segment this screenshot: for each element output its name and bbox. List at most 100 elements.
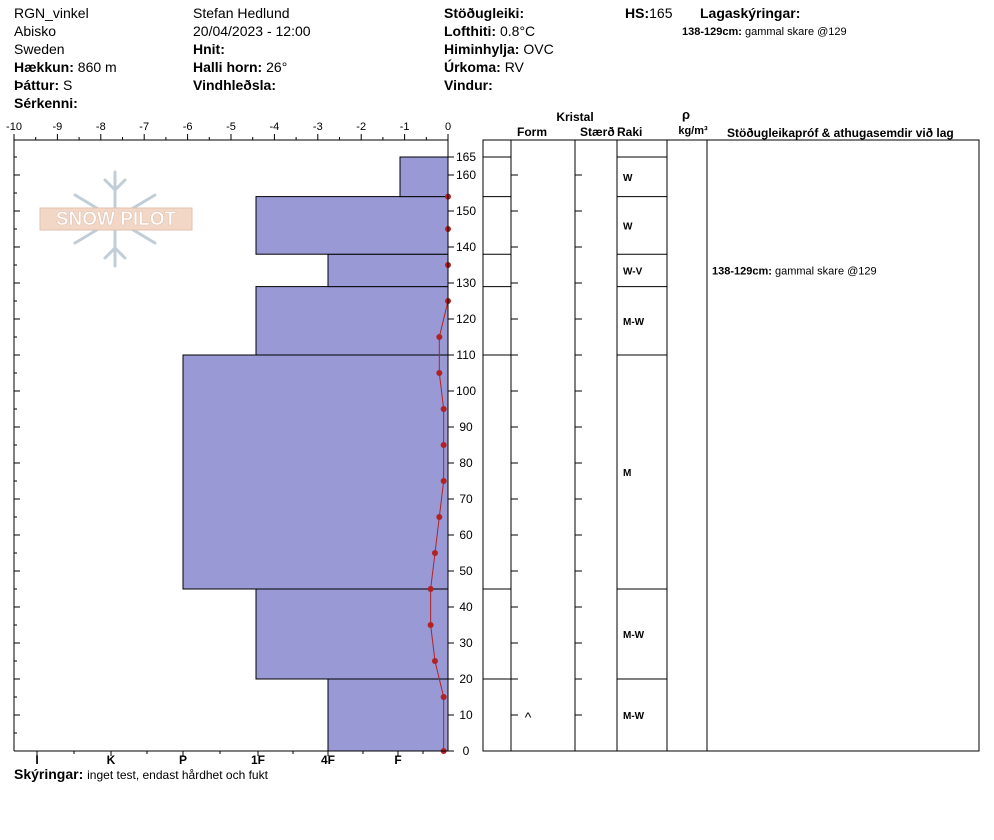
layer-table-frame xyxy=(482,139,980,752)
wind-row: Vindur: xyxy=(444,76,493,94)
height-tick-label: 60 xyxy=(459,528,473,542)
hardness-bar xyxy=(327,678,449,752)
height-tick-label: 165 xyxy=(456,150,476,164)
temp-tick-label: -2 xyxy=(356,121,366,133)
height-tick-label: 160 xyxy=(456,168,476,182)
elevation-label: Hækkun: xyxy=(14,59,74,75)
temperature-point xyxy=(440,406,447,412)
moisture-label: W-V xyxy=(623,266,643,277)
layer-comment-range: 138-129cm: xyxy=(712,265,775,277)
height-tick-label: 130 xyxy=(456,276,476,290)
hs-label: HS: xyxy=(625,5,650,21)
temperature-point xyxy=(427,622,434,628)
layer-comment-text: gammal skare @129 xyxy=(775,265,877,277)
air-temp-row: Lofthiti: 0.8°C xyxy=(444,22,535,40)
observer: Stefan Hedlund xyxy=(193,5,290,21)
datetime: 20/04/2023 - 12:00 xyxy=(193,23,311,39)
height-tick-label: 10 xyxy=(459,708,473,722)
moisture-label: W xyxy=(623,221,633,232)
height-tick-label: 80 xyxy=(459,456,473,470)
temp-tick-label: -9 xyxy=(53,121,63,133)
hs-value: 165 xyxy=(649,5,673,21)
hardness-bar xyxy=(255,588,449,680)
grain-form-icon: ^ xyxy=(525,709,532,725)
header-kristal: Kristal xyxy=(556,110,593,124)
site-name: RGN_vinkel xyxy=(14,5,89,21)
layer-note: 138-129cm: gammal skare @129 xyxy=(682,23,847,41)
hardness-tick-label: I xyxy=(35,753,38,767)
layer-notes-label: Lagaskýringar: xyxy=(700,5,801,21)
header-moisture: Raki xyxy=(617,125,642,139)
stability-label: Stöðugleiki: xyxy=(444,5,525,21)
hardness-tick-label: 1F xyxy=(251,753,265,767)
height-tick-label: 120 xyxy=(456,312,476,326)
air-temp-value: 0.8°C xyxy=(499,23,536,39)
footer-notes-label: Skýringar: xyxy=(14,766,84,782)
slope-label: Halli horn: xyxy=(193,59,263,75)
stability-row: Stöðugleiki: xyxy=(444,4,524,22)
sky-label: Himinhylja: xyxy=(444,41,520,57)
header-rho: ρ xyxy=(682,107,690,122)
moisture-label: M-W xyxy=(623,630,645,641)
temperature-point xyxy=(431,550,438,556)
moisture-label: W xyxy=(623,173,633,184)
temperature-point xyxy=(436,334,443,340)
temp-tick-label: -7 xyxy=(139,121,149,133)
height-tick-label: 110 xyxy=(456,348,475,362)
layer-comment: 138-129cm: gammal skare @129 xyxy=(712,265,877,277)
height-tick-label: 100 xyxy=(456,384,476,398)
temperature-point xyxy=(440,478,447,484)
hardness-bar xyxy=(399,156,449,198)
hardness-tick-label: 4F xyxy=(321,753,335,767)
header-comments: Stöðugleikapróf & athugasemdir við lag xyxy=(727,126,954,140)
temp-tick-label: -8 xyxy=(96,121,106,133)
coords-row: Hnit: xyxy=(193,40,225,58)
logo-text: SNOW PILOT xyxy=(56,209,177,230)
height-tick-label: 140 xyxy=(456,240,476,254)
temperature-point xyxy=(427,586,434,592)
header: RGN_vinkel Abisko Sweden Hækkun: 860 m Þ… xyxy=(0,0,994,112)
elevation-value: 860 m xyxy=(77,59,117,75)
layer-note-range: 138-129cm: xyxy=(682,26,742,38)
height-tick-label: 70 xyxy=(459,492,473,506)
header-form: Form xyxy=(517,125,547,139)
wind-loading-label: Vindhleðsla: xyxy=(193,77,276,93)
temp-tick-label: -5 xyxy=(226,121,236,133)
wind-loading-row: Vindhleðsla: xyxy=(193,76,276,94)
hardness-bar xyxy=(327,253,449,288)
layer-note-text: gammal skare @129 xyxy=(745,26,847,38)
elevation-row: Hækkun: 860 m xyxy=(14,58,117,76)
height-tick-label: 20 xyxy=(459,672,473,686)
temperature-point xyxy=(440,442,447,448)
moisture-label: M-W xyxy=(623,711,645,722)
features-row: Sérkenni: xyxy=(14,94,78,112)
sky-value: OVC xyxy=(523,41,554,57)
temp-tick-label: -4 xyxy=(270,121,280,133)
location: Abisko xyxy=(14,23,57,39)
hs-row: HS:165 xyxy=(625,4,672,22)
hardness-tick-label: K xyxy=(107,753,116,767)
temp-tick-label: -3 xyxy=(313,121,323,133)
hardness-tick-label: F xyxy=(394,753,401,767)
temp-tick-label: -6 xyxy=(183,121,193,133)
temperature-point xyxy=(436,514,443,520)
slope-row: Halli horn: 26° xyxy=(193,58,287,76)
footer-notes: Skýringar: inget test, endast hårdhet oc… xyxy=(14,765,268,784)
country: Sweden xyxy=(14,41,65,57)
height-tick-label: 40 xyxy=(459,600,473,614)
features-label: Sérkenni: xyxy=(14,95,78,111)
hardness-bar xyxy=(182,354,449,590)
hardness-bar xyxy=(255,196,449,255)
precip-value: RV xyxy=(504,59,524,75)
footer-notes-text: inget test, endast hårdhet och fukt xyxy=(87,768,268,782)
logo-banner xyxy=(39,207,193,231)
wind-label: Vindur: xyxy=(444,77,493,93)
coords-label: Hnit: xyxy=(193,41,225,57)
height-tick-label: 50 xyxy=(459,564,473,578)
height-tick-label: 150 xyxy=(456,204,476,218)
height-tick-label: 0 xyxy=(463,744,470,758)
aspect-label: Þáttur: xyxy=(14,77,60,93)
temp-tick-label: 0 xyxy=(445,121,451,133)
precip-row: Úrkoma: RV xyxy=(444,58,524,76)
